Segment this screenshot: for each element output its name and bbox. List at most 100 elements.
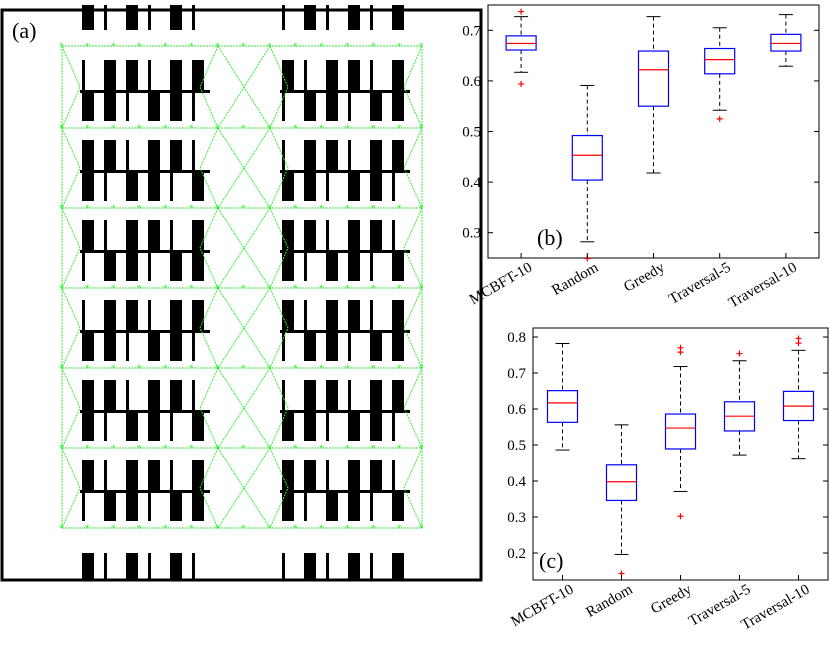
- shelf-bar: [348, 380, 351, 410]
- corridor-edge: [217, 287, 271, 369]
- shelf-divider: [280, 90, 410, 93]
- shelf-bar: [104, 253, 116, 281]
- shelf-bar: [326, 333, 338, 361]
- shelf-bar: [148, 333, 160, 361]
- shelf-bar: [82, 300, 85, 330]
- shelf-bar: [370, 460, 382, 490]
- graph-node: *: [59, 124, 64, 134]
- box-mcbft-10: [546, 342, 579, 451]
- shelf-block: [80, 60, 210, 121]
- shelf-bar: [192, 493, 204, 521]
- graph-node: *: [85, 204, 90, 214]
- shelf-bar: [326, 493, 338, 521]
- y-axis-c: 0.2 0.3 0.4 0.5 0.6 0.7 0.8: [507, 330, 828, 562]
- shelf-bar: [348, 553, 360, 580]
- x-tick-label: Greedy: [648, 581, 695, 617]
- y-tick-label: 0.4: [462, 175, 481, 191]
- y-axis-b: 0.3 0.4 0.5 0.6 0.7: [462, 23, 819, 242]
- shelf-bar: [370, 493, 373, 521]
- graph-node: *: [241, 524, 246, 534]
- graph-node: *: [397, 364, 402, 374]
- corridor-edge: [199, 287, 219, 369]
- shelf-bar: [192, 380, 195, 410]
- corridor-edge: [217, 367, 271, 449]
- shelf-bar: [104, 460, 107, 490]
- corridor-edge: [217, 287, 271, 369]
- shelf-bar: [82, 333, 94, 361]
- graph-node: *: [59, 284, 64, 294]
- shelf-bar: [348, 253, 360, 281]
- graph-node: *: [371, 124, 376, 134]
- panel-label-c: (c): [539, 548, 563, 573]
- shelf-bar: [192, 253, 204, 281]
- corridor-edge: [217, 45, 271, 129]
- box: [770, 33, 802, 52]
- shelf-bar: [282, 553, 285, 580]
- shelf-bar: [282, 5, 285, 30]
- graph-node: *: [241, 444, 246, 454]
- graph-node: *: [85, 124, 90, 134]
- graph-node: *: [111, 124, 116, 134]
- graph-node: *: [111, 444, 116, 454]
- shelf-divider: [80, 170, 210, 173]
- graph-node: *: [319, 524, 324, 534]
- corridor-edge: [199, 367, 219, 449]
- x-tick-label: Greedy: [621, 259, 668, 295]
- graph-node: *: [293, 124, 298, 134]
- graph-node: *: [111, 284, 116, 294]
- shelf-bar: [304, 300, 307, 330]
- shelf-bar: [82, 253, 85, 281]
- shelf-bar: [326, 380, 338, 410]
- shelf-block: [80, 300, 210, 361]
- shelf-bar: [282, 220, 294, 250]
- corridor-edge: [199, 447, 219, 529]
- shelf-bar: [370, 5, 373, 30]
- shelf-bar: [282, 173, 294, 201]
- box-mcbft-10: [505, 8, 537, 87]
- shelf-bar: [82, 380, 94, 410]
- graph-node: *: [59, 204, 64, 214]
- graph-node: *: [241, 124, 246, 134]
- shelf-block: [80, 140, 210, 201]
- graph-node: *: [85, 42, 90, 52]
- shelf-bar: [126, 460, 138, 490]
- shelf-bar: [326, 220, 329, 250]
- shelf-bar: [192, 173, 204, 201]
- corridor-edge: [403, 207, 423, 289]
- graph-node: *: [293, 524, 298, 534]
- graph-node: *: [137, 204, 142, 214]
- outlier-point: [518, 80, 525, 87]
- shelf-bar: [148, 413, 160, 441]
- shelf-bar: [170, 60, 182, 90]
- shelf-bar: [348, 93, 351, 121]
- shelf-bar: [192, 413, 204, 441]
- box: [605, 464, 638, 502]
- shelf-bar: [148, 493, 151, 521]
- graph-node: *: [371, 444, 376, 454]
- graph-node: *: [293, 364, 298, 374]
- shelf-bar: [392, 5, 404, 30]
- graph-node: *: [397, 124, 402, 134]
- graph-node: *: [345, 124, 350, 134]
- shelf-bar: [126, 173, 138, 201]
- graph-node: *: [215, 364, 220, 374]
- shelf-bar: [304, 220, 316, 250]
- shelf-bar: [304, 493, 307, 521]
- shelf-bar: [192, 5, 195, 30]
- corridor-edge: [217, 127, 271, 209]
- shelf-bar: [82, 60, 85, 90]
- shelf-bar: [348, 140, 351, 170]
- shelf-block: [280, 220, 410, 281]
- shelf-bar: [392, 253, 404, 281]
- shelf-bar: [126, 493, 138, 521]
- graph-node: *: [345, 364, 350, 374]
- graph-node: *: [111, 42, 116, 52]
- shelf-bar: [192, 140, 195, 170]
- x-axis-b: MCBFT-10 Random GreedyTraversal-5Traversal…: [467, 253, 800, 312]
- graph-node: *: [319, 284, 324, 294]
- shelf-bar: [192, 300, 204, 330]
- graph-node: *: [163, 524, 168, 534]
- graph-node: *: [345, 444, 350, 454]
- shelf-bar: [326, 300, 338, 330]
